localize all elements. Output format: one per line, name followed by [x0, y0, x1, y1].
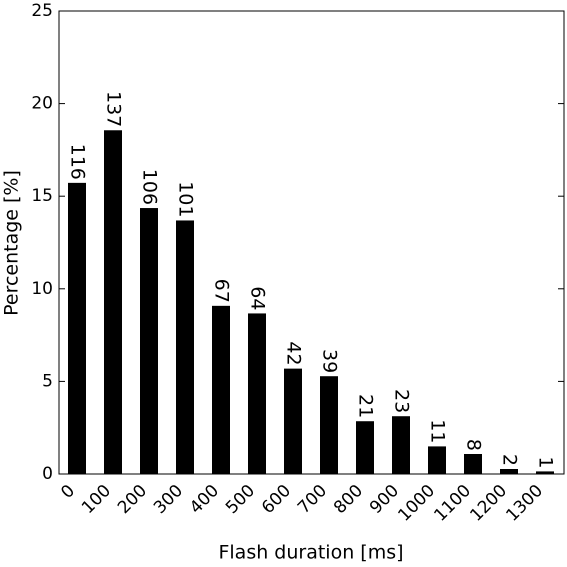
plot-frame [58, 10, 565, 475]
value-label: 23 [391, 389, 413, 413]
x-tick-label: 400 [186, 481, 223, 518]
x-tick-label: 600 [258, 481, 295, 518]
bar [392, 416, 410, 474]
y-tick-label: 20 [31, 94, 53, 114]
x-tick-label: 1100 [430, 481, 475, 526]
x-tick-label: 1200 [466, 481, 511, 526]
x-tick-label: 1000 [394, 481, 439, 526]
x-tick-label: 100 [78, 481, 115, 518]
bar [320, 376, 338, 474]
y-axis-label: Percentage [%] [1, 170, 23, 316]
y-tick-label: 15 [31, 186, 53, 206]
value-label: 39 [319, 349, 341, 373]
x-tick-label: 1300 [502, 481, 547, 526]
x-tick-label: 700 [294, 481, 331, 518]
x-tick-label: 500 [222, 481, 259, 518]
value-label: 11 [427, 419, 449, 443]
x-tick-label: 300 [150, 481, 187, 518]
x-tick-label: 0 [57, 481, 79, 503]
value-label: 116 [67, 144, 89, 180]
value-label: 67 [211, 279, 233, 303]
x-axis-label: Flash duration [ms] [218, 542, 403, 564]
y-tick-label: 0 [42, 464, 53, 484]
value-label: 21 [355, 394, 377, 418]
bar [104, 130, 122, 474]
y-tick-label: 10 [31, 279, 53, 299]
value-label: 101 [175, 181, 197, 217]
value-label: 8 [463, 439, 485, 451]
bar [68, 182, 86, 474]
value-label: 1 [535, 456, 557, 468]
bar [428, 446, 446, 474]
bar [284, 368, 302, 474]
bar [500, 468, 518, 474]
value-label: 42 [283, 341, 305, 365]
y-tick-label: 5 [42, 371, 53, 391]
bar [536, 471, 554, 474]
value-label: 2 [499, 454, 521, 466]
value-label: 106 [139, 169, 161, 205]
x-tick-label: 200 [114, 481, 151, 518]
y-tick-label: 25 [31, 1, 53, 21]
bar [248, 313, 266, 474]
x-tick-label: 800 [330, 481, 367, 518]
bar [140, 208, 158, 474]
value-label: 137 [103, 91, 125, 127]
bar [464, 453, 482, 474]
bar [356, 421, 374, 474]
value-label: 64 [247, 286, 269, 310]
bar [176, 220, 194, 474]
bar [212, 305, 230, 474]
